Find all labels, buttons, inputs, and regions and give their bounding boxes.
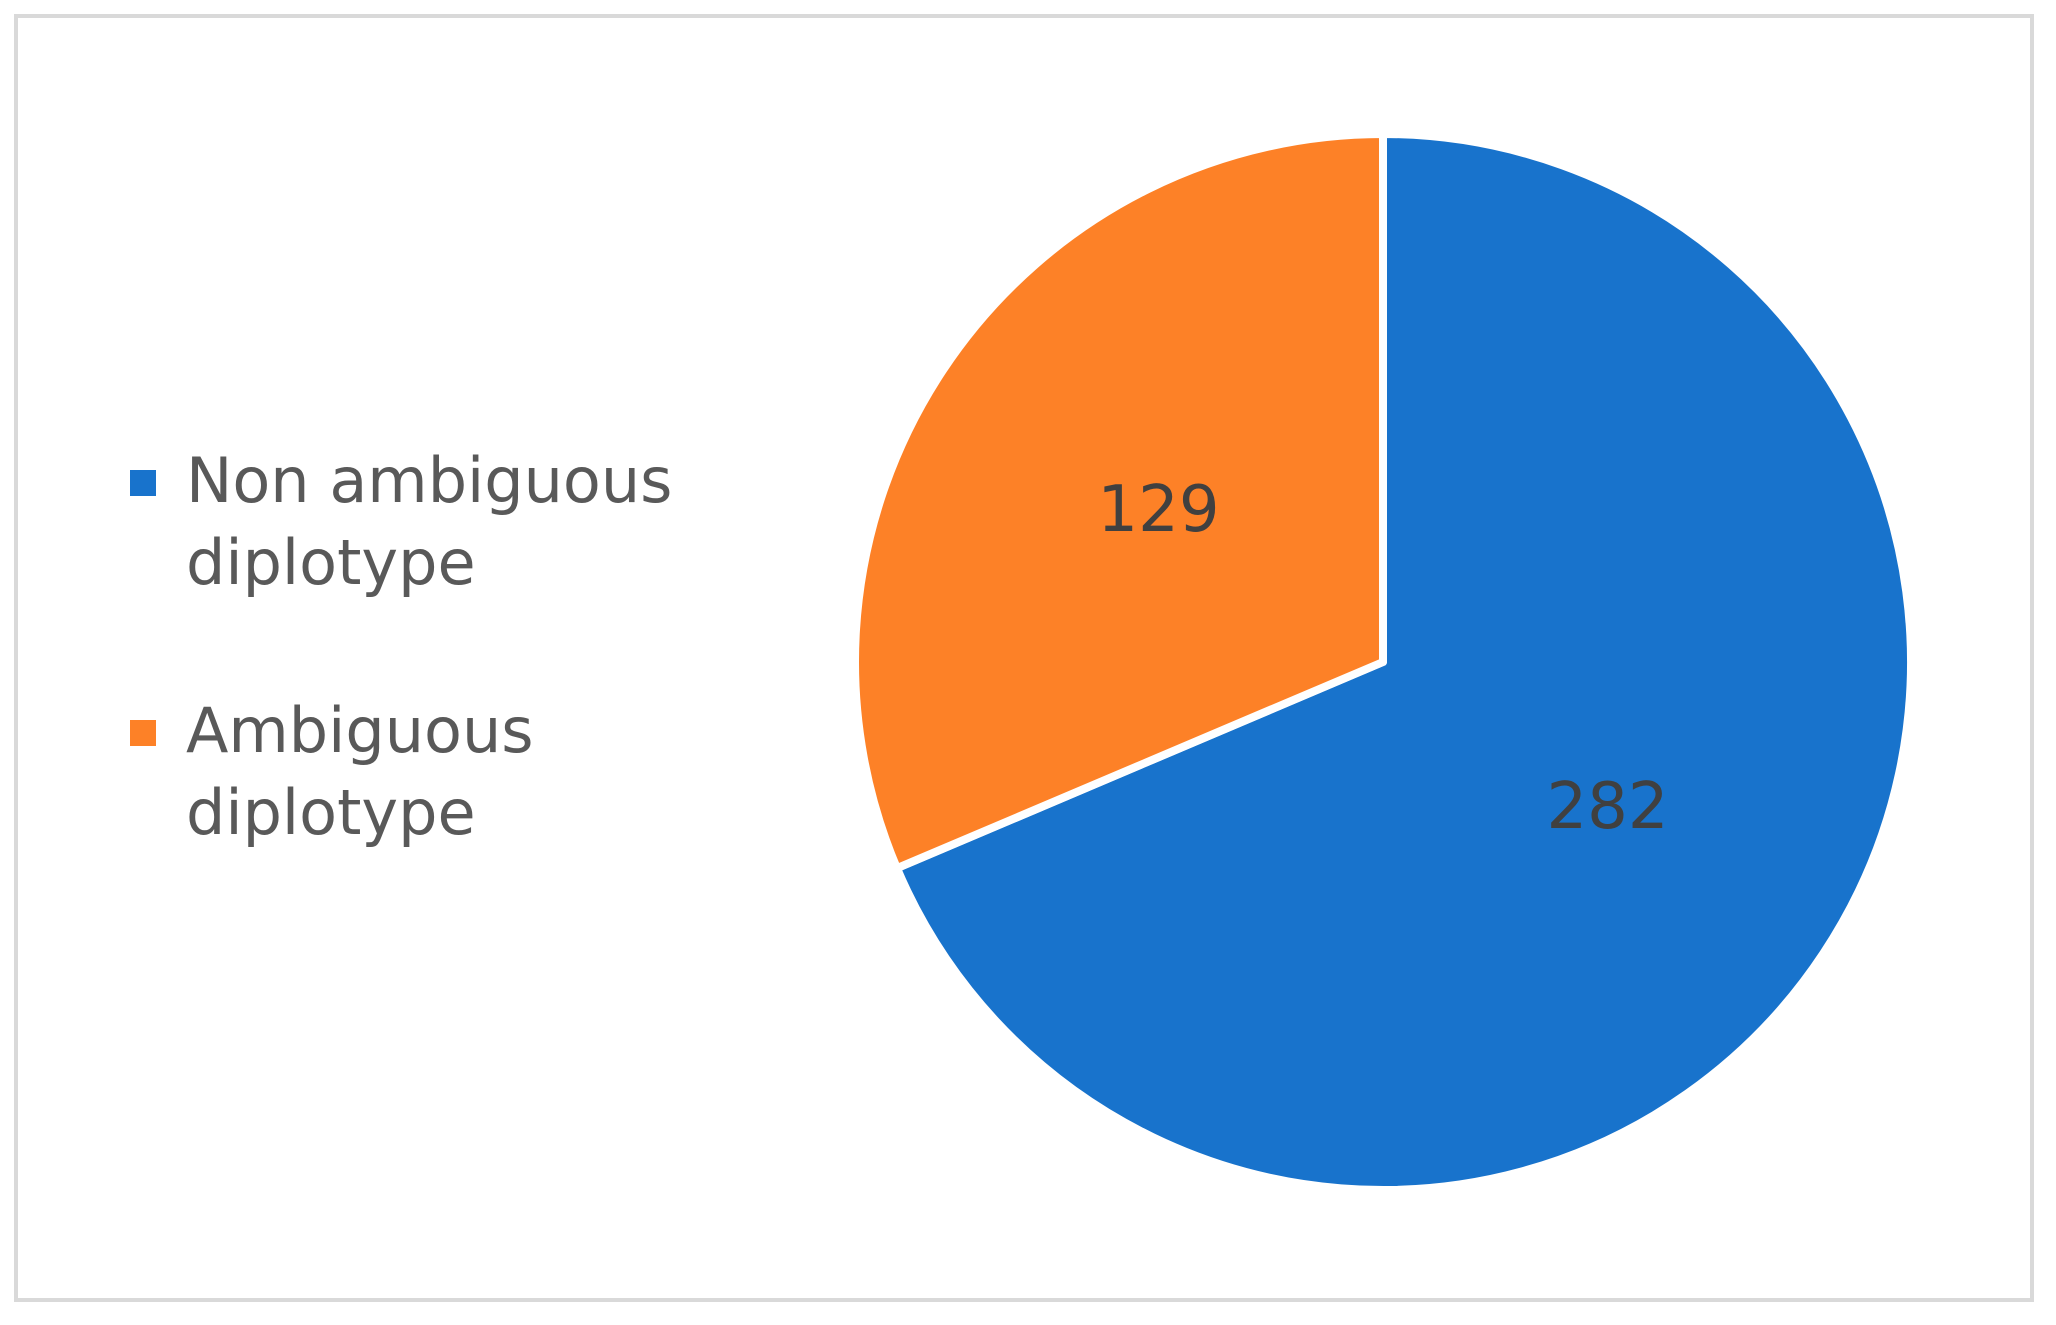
- legend-label: Non ambiguous diplotype: [186, 444, 673, 599]
- legend-label: Ambiguous diplotype: [186, 694, 534, 849]
- legend-item: Non ambiguous diplotype: [130, 440, 690, 604]
- legend-swatch: [130, 720, 156, 746]
- legend-item: Ambiguous diplotype: [130, 690, 690, 854]
- legend: Non ambiguous diplotype Ambiguous diploty…: [130, 440, 690, 940]
- value-label: 129: [1097, 473, 1219, 547]
- pie-slice: [892, 130, 1915, 1194]
- chart-frame: [14, 14, 2034, 1302]
- value-label: 282: [1546, 770, 1668, 844]
- pie-slice: [851, 130, 1387, 873]
- legend-swatch: [130, 470, 156, 496]
